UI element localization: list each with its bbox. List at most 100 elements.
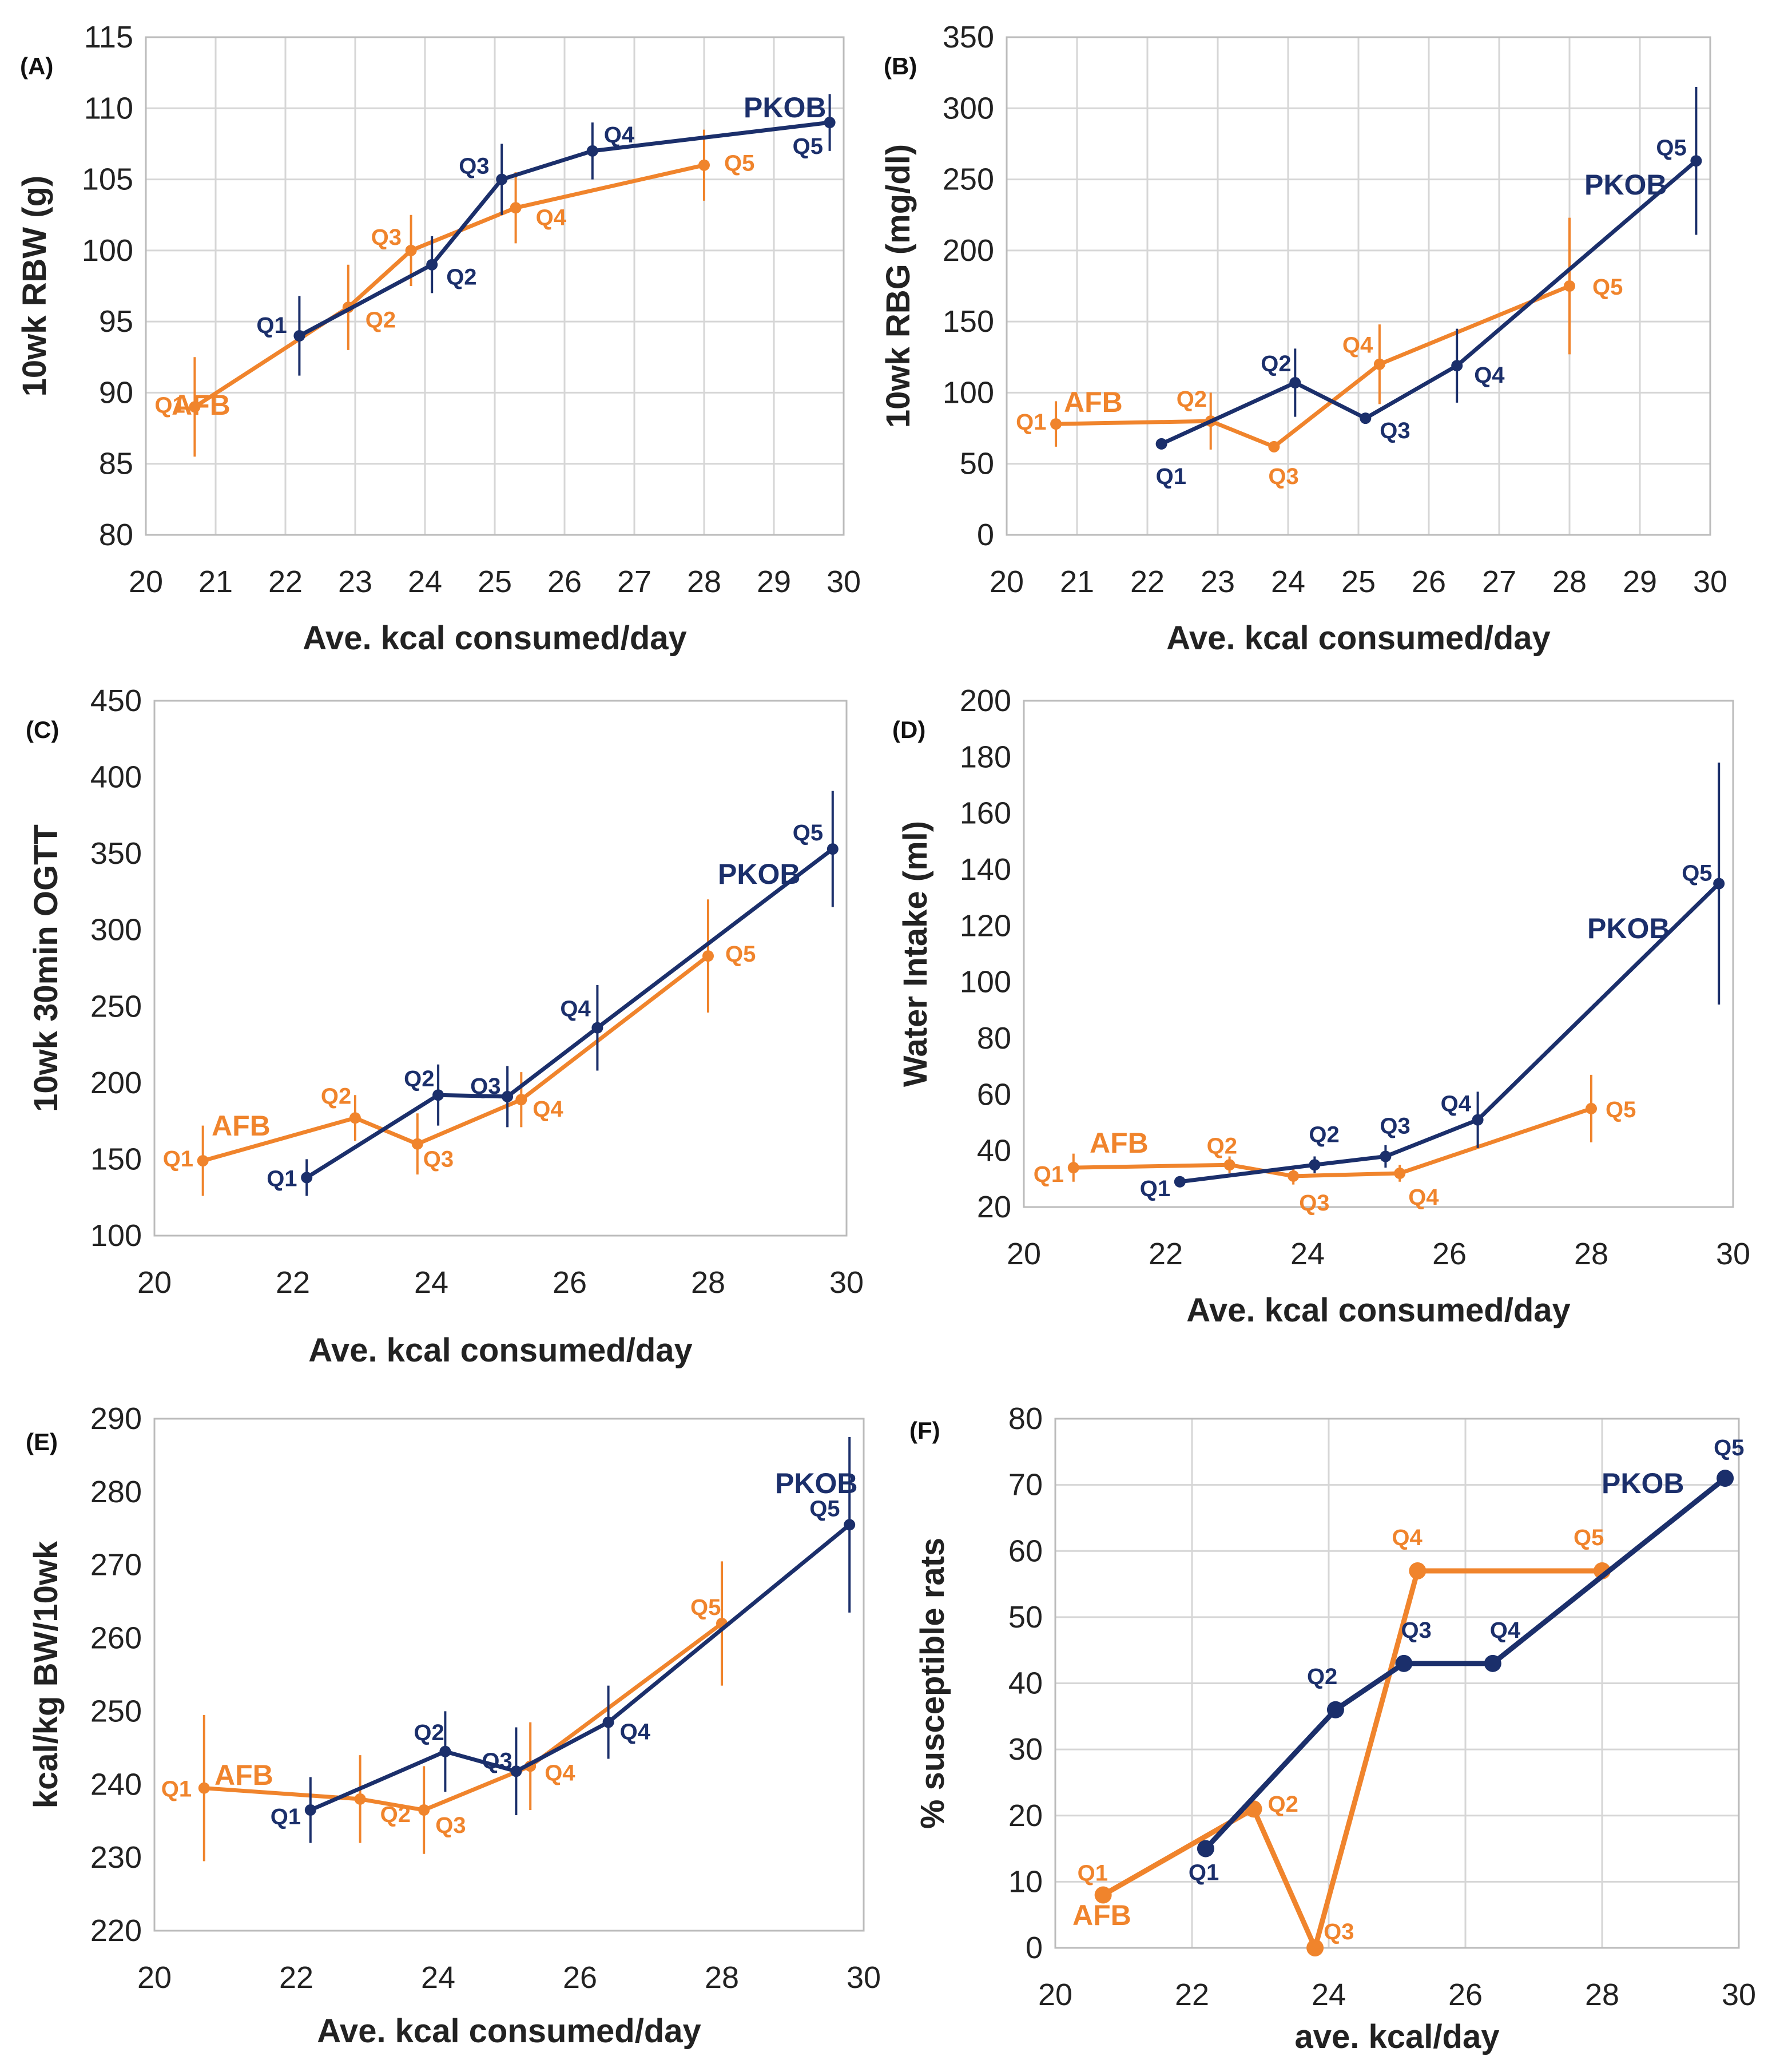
x-tick-label: 22 [1130,565,1165,599]
panel-label: (D) [892,716,925,743]
point-label: Q5 [690,1595,721,1620]
data-point [1067,1162,1079,1174]
point-label: Q4 [545,1760,575,1785]
y-tick-label: 70 [1008,1468,1043,1502]
point-label: Q1 [1156,464,1186,489]
point-label: Q3 [371,225,402,250]
point-label: Q2 [404,1066,434,1091]
point-label: Q2 [1307,1664,1337,1689]
data-point [827,843,839,855]
data-point [354,1793,366,1805]
panel-e: 220 230 240 250 260 270 280 290 20 22 24 26 28 30 Ave.… [26,1402,881,2050]
y-axis-title: kcal/kg BW/10wk [27,1541,65,1808]
x-tick-label: 30 [827,565,861,599]
x-tick-label: 28 [1574,1237,1608,1271]
y-axis-title: % susceptible rats [914,1538,951,1829]
panel-label: (C) [26,716,59,743]
point-label: Q4 [1342,333,1373,358]
y-axis-title: 10wk RBW (g) [16,176,53,397]
y-tick-label: 120 [960,908,1011,943]
point-label: Q1 [1016,410,1046,435]
x-tick-label: 28 [687,565,721,599]
data-point [426,259,438,271]
point-label: Q3 [1324,1919,1354,1944]
data-point [405,244,417,256]
data-point [515,1094,527,1106]
y-tick-label: 115 [84,20,133,54]
point-label: Q1 [1140,1176,1170,1201]
point-label: Q3 [423,1147,454,1172]
point-label: Q3 [482,1748,512,1773]
data-point [1197,1840,1214,1857]
data-point [301,1172,313,1184]
panel-label: (E) [26,1428,58,1455]
x-tick-label: 20 [990,565,1024,599]
point-label: Q2 [1207,1133,1237,1158]
y-axis-title: Water Intake (ml) [897,821,934,1087]
group-label-pkob: PKOB [1587,912,1670,944]
group-label-afb: AFB [212,1110,271,1142]
y-axis-title: 10wk RBG (mg/dl) [880,144,917,428]
data-point [189,401,201,413]
y-tick-label: 20 [977,1190,1011,1224]
point-label: Q2 [365,307,396,332]
data-point [1094,1886,1112,1904]
data-point [1309,1159,1321,1171]
x-tick-label: 26 [563,1960,597,1995]
x-tick-label: 28 [691,1265,725,1300]
data-point [844,1519,856,1531]
data-point [1564,280,1575,292]
x-tick-label: 27 [617,565,651,599]
x-axis-title: Ave. kcal consumed/day [317,2013,701,2050]
data-point [198,1782,210,1794]
y-tick-label: 150 [90,1142,142,1176]
x-tick-label: 26 [547,565,582,599]
data-point [502,1090,514,1102]
point-label: Q1 [163,1146,193,1172]
y-tick-label: 40 [1008,1666,1043,1701]
point-label: Q5 [1574,1525,1604,1550]
plot-frame [153,1418,865,1932]
data-point [1690,155,1702,167]
x-tick-label: 22 [279,1960,313,1995]
point-label: Q4 [1441,1091,1472,1117]
y-tick-label: 350 [90,836,142,871]
point-label: Q3 [1380,418,1410,443]
plot-frame [145,36,845,536]
y-tick-label: 50 [960,447,994,481]
y-tick-label: 230 [90,1840,142,1875]
data-point [1713,878,1725,890]
plot-frame [1054,1418,1740,1949]
data-point [1268,440,1280,452]
y-tick-label: 200 [943,233,994,268]
x-tick-label: 26 [1432,1237,1467,1271]
point-label: Q2 [321,1083,351,1109]
point-label: Q1 [271,1804,301,1829]
x-tick-label: 24 [1290,1237,1325,1271]
data-point [1326,1701,1344,1718]
point-label: Q2 [446,265,476,290]
x-tick-label: 22 [268,565,303,599]
x-axis-title: Ave. kcal consumed/day [308,1332,693,1369]
x-axis-title: Ave. kcal consumed/day [303,620,687,657]
x-tick-label: 20 [129,565,163,599]
x-tick-label: 22 [276,1265,310,1300]
x-tick-label: 21 [1060,565,1094,599]
point-label: Q1 [154,392,185,418]
y-tick-label: 80 [99,518,133,552]
panel-a: 80 85 90 95 100 105 110 115 20 21 22 23 24 25 26 27 28 29… [16,20,861,657]
y-tick-label: 100 [90,1218,142,1253]
x-axis-title: ave. kcal/day [1295,2018,1500,2055]
plot-frame [153,700,848,1237]
x-tick-label: 20 [137,1265,172,1300]
y-tick-label: 200 [960,684,1011,718]
data-point [1484,1654,1501,1672]
x-tick-label: 23 [338,565,372,599]
point-label: Q5 [793,134,823,159]
point-label: Q4 [604,122,635,148]
y-tick-label: 60 [1008,1534,1043,1568]
